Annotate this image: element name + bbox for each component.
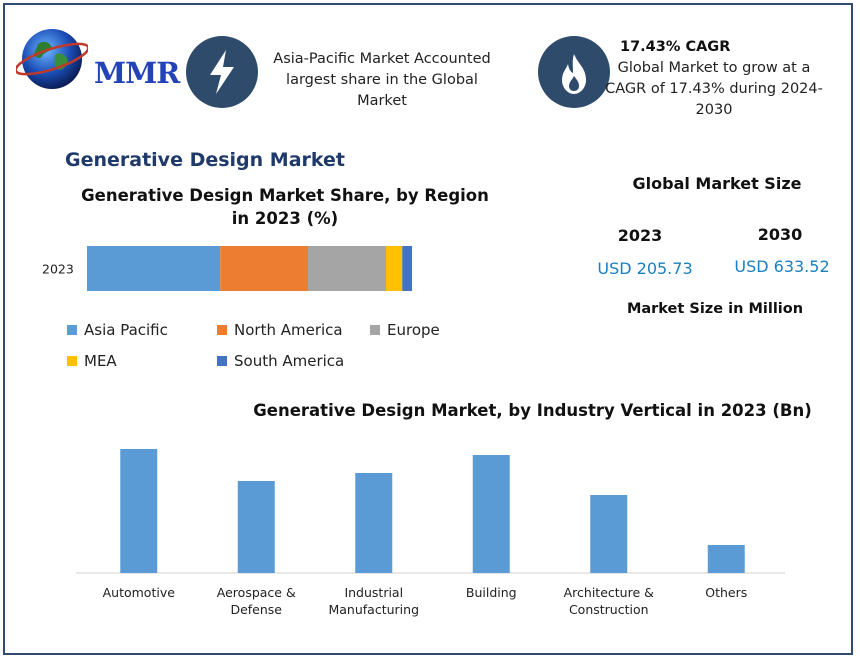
category-tick-label: Aerospace & Defense — [217, 585, 296, 617]
bar — [237, 481, 275, 573]
cagr-line: 2030 — [695, 102, 733, 118]
category-tick-label: Automotive — [103, 585, 176, 600]
bar — [707, 545, 745, 573]
cagr-title: 17.43% CAGR — [620, 39, 731, 55]
legend-swatch — [217, 325, 227, 335]
legend-label: Asia Pacific — [84, 321, 168, 339]
industry-chart: Automotive Aerospace & Defense Industrial Ma… — [76, 449, 785, 617]
globe-icon — [16, 29, 88, 89]
bar — [472, 455, 510, 573]
infographic-frame — [3, 3, 853, 655]
category-tick-label: Building — [466, 585, 517, 600]
market-size-footnote: Market Size in Million — [626, 301, 804, 317]
bar-segment — [308, 246, 386, 291]
legend-swatch — [67, 356, 77, 366]
lightning-icon — [210, 50, 234, 94]
legend-swatch — [67, 325, 77, 335]
legend-label: Europe — [387, 321, 440, 339]
market-size-year: 2030 — [757, 225, 803, 244]
legend-swatch — [217, 356, 227, 366]
bar-segment — [386, 246, 403, 291]
market-size-year: 2023 — [617, 226, 663, 245]
highlight-icon-circle — [186, 36, 258, 108]
cagr-icon-circle — [538, 36, 610, 108]
legend-item: Asia Pacific — [67, 321, 168, 339]
bar-segment — [87, 246, 221, 291]
bar — [355, 473, 393, 573]
industry-chart-title: Generative Design Market, by Industry Ve… — [253, 401, 812, 420]
region-chart-title-line: in 2023 (%) — [231, 209, 339, 228]
market-size-title: Global Market Size — [632, 174, 802, 193]
bar-segment — [220, 246, 308, 291]
legend-item: North America — [217, 321, 343, 339]
cagr-line: CAGR of 17.43% during 2024- — [605, 81, 823, 97]
region-chart-title-line: Generative Design Market Share, by Regio… — [81, 186, 489, 205]
section-title: Generative Design Market — [65, 149, 345, 171]
legend-label: MEA — [84, 352, 117, 370]
legend-item: South America — [217, 352, 344, 370]
cagr-text: Global Market to grow at a CAGR of 17.43… — [600, 58, 828, 121]
highlight-text: Asia-Pacific Market Accounted largest sh… — [262, 49, 502, 112]
highlight-line: Asia-Pacific Market Accounted — [273, 51, 491, 67]
category-tick-label: Architecture & Construction — [564, 585, 654, 617]
flame-icon — [562, 54, 586, 94]
category-tick-label: 2023 — [42, 262, 74, 277]
logo: MMR — [16, 26, 180, 96]
region-chart-title: Generative Design Market Share, by Regio… — [80, 184, 490, 230]
legend-label: North America — [234, 321, 343, 339]
highlight-line: Market — [357, 93, 407, 109]
highlight-line: largest share in the Global — [286, 72, 478, 88]
cagr-line: Global Market to grow at a — [617, 60, 811, 76]
bar-segment — [402, 246, 412, 291]
bar — [120, 449, 158, 573]
category-tick-label: Industrial Manufacturing — [328, 585, 419, 617]
legend-swatch — [370, 325, 380, 335]
market-size-value: USD 205.73 — [597, 259, 693, 278]
region-chart: 2023 — [42, 246, 412, 291]
category-tick-label: Others — [705, 585, 747, 600]
legend-label: South America — [234, 352, 345, 370]
bar — [590, 495, 628, 573]
legend-item: Europe — [370, 321, 440, 339]
market-size-value: USD 633.52 — [734, 257, 830, 276]
legend-item: MEA — [67, 352, 117, 370]
logo-text: MMR — [94, 56, 180, 90]
